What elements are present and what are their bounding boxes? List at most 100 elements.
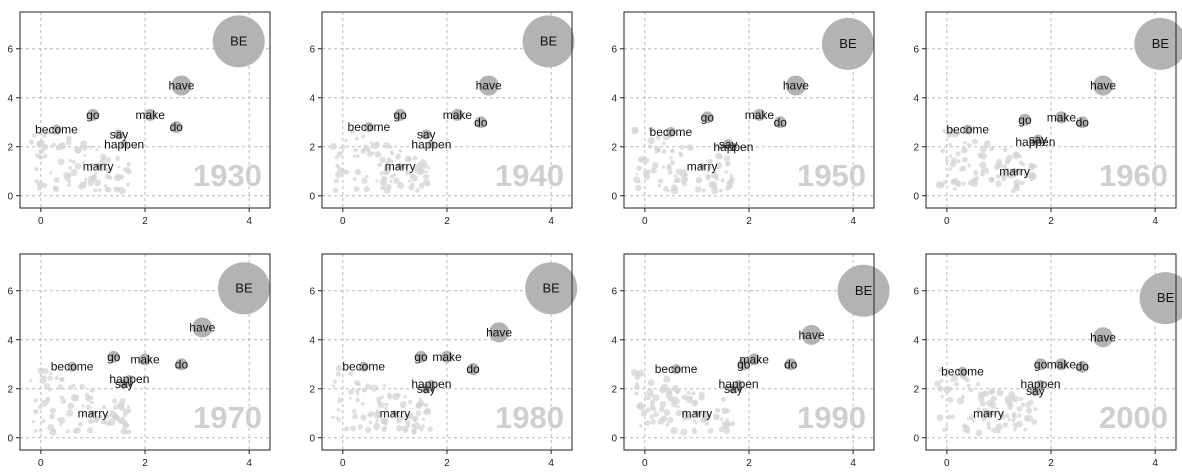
data-point bbox=[118, 419, 123, 424]
label-be: BE bbox=[1157, 290, 1175, 305]
data-point bbox=[989, 401, 997, 409]
data-point bbox=[722, 425, 726, 429]
data-point bbox=[423, 178, 430, 186]
data-point bbox=[70, 169, 78, 177]
label-do: do bbox=[1076, 360, 1090, 374]
data-point bbox=[379, 157, 386, 164]
data-point bbox=[93, 188, 98, 193]
data-point bbox=[335, 365, 343, 372]
data-point bbox=[721, 421, 727, 427]
data-point bbox=[675, 177, 681, 183]
point-be bbox=[212, 15, 265, 68]
label-marry: marry bbox=[973, 406, 1004, 420]
point-go bbox=[701, 111, 714, 124]
data-point bbox=[392, 172, 397, 177]
data-point bbox=[645, 407, 651, 413]
data-point bbox=[117, 165, 121, 169]
data-point bbox=[32, 133, 37, 138]
data-point bbox=[38, 428, 43, 433]
data-point bbox=[979, 161, 987, 169]
label-marry: marry bbox=[687, 159, 718, 173]
data-point bbox=[58, 417, 66, 424]
data-point bbox=[361, 177, 368, 184]
data-point bbox=[350, 425, 357, 432]
data-point bbox=[53, 185, 60, 192]
data-point bbox=[126, 405, 130, 409]
y-tick-label: 6 bbox=[309, 286, 315, 297]
data-point bbox=[667, 417, 674, 424]
data-point bbox=[969, 414, 977, 421]
background-bubbles bbox=[330, 129, 431, 194]
y-tick-label: 6 bbox=[309, 44, 315, 55]
label-go: go bbox=[737, 357, 751, 371]
data-point bbox=[954, 180, 961, 187]
data-point bbox=[375, 419, 380, 423]
point-be bbox=[821, 17, 874, 70]
data-point bbox=[380, 395, 384, 399]
data-point bbox=[640, 410, 648, 417]
data-point bbox=[631, 127, 638, 134]
data-point bbox=[361, 134, 366, 139]
data-point bbox=[950, 180, 956, 185]
label-say: say bbox=[417, 382, 436, 396]
data-point bbox=[348, 388, 355, 395]
label-marry: marry bbox=[78, 406, 109, 420]
label-become: become bbox=[655, 362, 698, 376]
y-tick-label: 4 bbox=[913, 93, 919, 104]
y-tick-label: 2 bbox=[913, 384, 919, 395]
y-tick-label: 6 bbox=[913, 44, 919, 55]
data-point bbox=[671, 401, 677, 408]
data-point bbox=[335, 163, 340, 169]
data-point bbox=[658, 406, 665, 413]
data-point bbox=[78, 183, 85, 190]
data-point bbox=[726, 179, 734, 186]
data-point bbox=[334, 171, 342, 179]
data-point bbox=[1015, 168, 1023, 175]
data-point bbox=[99, 158, 107, 166]
label-marry: marry bbox=[682, 406, 713, 420]
data-point bbox=[67, 183, 72, 188]
x-tick-label: 4 bbox=[246, 216, 252, 227]
data-point bbox=[972, 419, 976, 423]
y-tick-label: 0 bbox=[611, 191, 617, 202]
point-have bbox=[171, 75, 192, 96]
data-point bbox=[665, 387, 673, 395]
data-point bbox=[975, 429, 983, 437]
data-point bbox=[374, 141, 381, 148]
data-point bbox=[382, 169, 389, 176]
data-point bbox=[650, 419, 656, 425]
data-point bbox=[49, 372, 53, 376]
data-point bbox=[121, 419, 128, 425]
data-point bbox=[679, 170, 687, 178]
data-point bbox=[113, 186, 120, 193]
data-point bbox=[105, 187, 112, 193]
y-tick-label: 2 bbox=[309, 384, 315, 395]
data-point bbox=[1011, 418, 1016, 423]
label-say: say bbox=[719, 137, 738, 151]
data-point bbox=[982, 167, 990, 174]
data-point bbox=[113, 404, 119, 411]
y-tick-label: 4 bbox=[7, 335, 13, 346]
data-point bbox=[33, 398, 38, 403]
x-tick-label: 2 bbox=[1048, 458, 1054, 469]
data-point bbox=[54, 375, 59, 381]
y-tick-label: 0 bbox=[7, 191, 13, 202]
label-marry: marry bbox=[385, 159, 416, 173]
point-do bbox=[474, 116, 487, 129]
data-point bbox=[946, 173, 950, 177]
data-point bbox=[331, 384, 336, 388]
data-point bbox=[961, 423, 967, 429]
point-become bbox=[51, 124, 62, 135]
point-have bbox=[478, 75, 499, 96]
data-point bbox=[946, 414, 952, 420]
data-point bbox=[354, 380, 360, 386]
x-tick-label: 2 bbox=[444, 458, 450, 469]
data-point bbox=[947, 127, 955, 136]
data-point bbox=[947, 396, 954, 403]
label-have: have bbox=[476, 79, 502, 93]
data-point bbox=[649, 399, 656, 405]
data-point bbox=[691, 391, 696, 396]
x-tick-label: 0 bbox=[340, 458, 346, 469]
